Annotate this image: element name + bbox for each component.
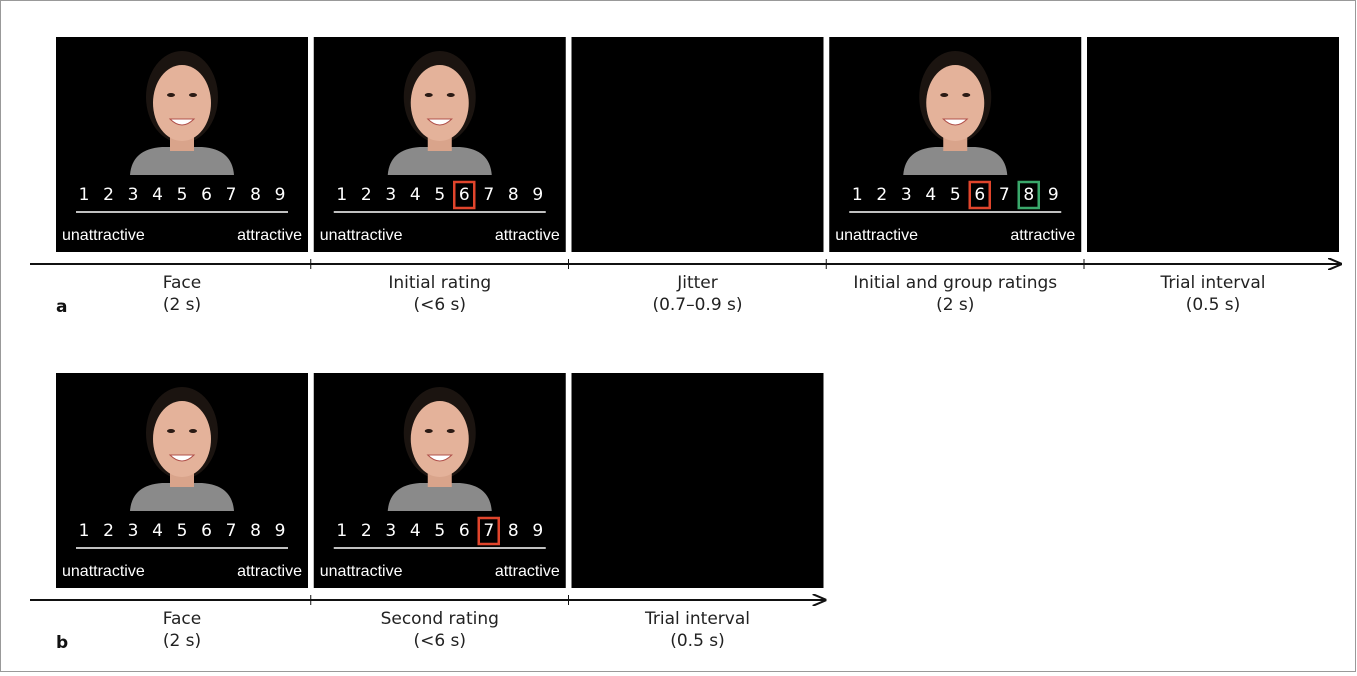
face-eye bbox=[189, 93, 197, 97]
scale-number: 1 bbox=[336, 521, 347, 541]
face-skin bbox=[411, 65, 469, 141]
step-duration: (<6 s) bbox=[413, 295, 466, 315]
step-duration: (0.5 s) bbox=[1186, 295, 1241, 315]
face-eye bbox=[425, 93, 433, 97]
scale-number: 1 bbox=[336, 185, 347, 205]
step-label: Initial rating bbox=[388, 273, 491, 293]
scale-number: 4 bbox=[152, 185, 163, 205]
scale-number: 6 bbox=[974, 185, 985, 205]
step-label: Initial and group ratings bbox=[853, 273, 1057, 293]
step-duration: (<6 s) bbox=[413, 631, 466, 651]
scale-number: 7 bbox=[226, 185, 237, 205]
step-label: Face bbox=[163, 273, 201, 293]
step-label: Trial interval bbox=[1160, 273, 1266, 293]
step-duration: (0.7–0.9 s) bbox=[652, 295, 742, 315]
panel-letter: b bbox=[56, 633, 68, 653]
scale-low-label: unattractive bbox=[320, 563, 403, 580]
scale-number: 9 bbox=[1048, 185, 1059, 205]
step-label: Face bbox=[163, 609, 201, 629]
scale-number: 1 bbox=[852, 185, 863, 205]
scale-number: 3 bbox=[901, 185, 912, 205]
scale-number: 8 bbox=[508, 185, 519, 205]
face-skin bbox=[153, 65, 211, 141]
step-duration: (2 s) bbox=[163, 631, 201, 651]
face-eye bbox=[940, 93, 948, 97]
scale-low-label: unattractive bbox=[62, 227, 145, 244]
step-duration: (2 s) bbox=[163, 295, 201, 315]
face-shoulders bbox=[388, 147, 492, 175]
scale-low-label: unattractive bbox=[320, 227, 403, 244]
scale-number: 5 bbox=[177, 185, 188, 205]
face-eye bbox=[425, 429, 433, 433]
scale-number: 8 bbox=[250, 185, 261, 205]
scale-number: 4 bbox=[152, 521, 163, 541]
scale-number: 5 bbox=[434, 521, 445, 541]
scale-number: 5 bbox=[950, 185, 961, 205]
scale-number: 7 bbox=[226, 521, 237, 541]
scale-number: 5 bbox=[177, 521, 188, 541]
face-skin bbox=[411, 401, 469, 477]
scale-number: 2 bbox=[876, 185, 887, 205]
scale-number: 4 bbox=[410, 521, 421, 541]
scale-number: 9 bbox=[275, 521, 286, 541]
scale-number: 2 bbox=[103, 521, 114, 541]
step-label: Second rating bbox=[381, 609, 499, 629]
scale-number: 6 bbox=[201, 185, 212, 205]
scale-number: 5 bbox=[434, 185, 445, 205]
scale-number: 1 bbox=[79, 185, 90, 205]
scale-number: 3 bbox=[128, 185, 139, 205]
face-shoulders bbox=[903, 147, 1007, 175]
scale-number: 1 bbox=[79, 521, 90, 541]
scale-number: 6 bbox=[201, 521, 212, 541]
face-eye bbox=[447, 429, 455, 433]
scale-number: 7 bbox=[999, 185, 1010, 205]
scale-number: 6 bbox=[459, 185, 470, 205]
face-skin bbox=[926, 65, 984, 141]
scale-high-label: attractive bbox=[495, 227, 560, 244]
step-duration: (2 s) bbox=[936, 295, 974, 315]
face-eye bbox=[189, 429, 197, 433]
screen bbox=[572, 37, 824, 252]
scale-number: 9 bbox=[532, 521, 543, 541]
step-label: Trial interval bbox=[644, 609, 750, 629]
scale-low-label: unattractive bbox=[835, 227, 918, 244]
face-skin bbox=[153, 401, 211, 477]
panel-letter: a bbox=[56, 297, 67, 317]
scale-low-label: unattractive bbox=[62, 563, 145, 580]
scale-number: 8 bbox=[250, 521, 261, 541]
scale-number: 8 bbox=[508, 521, 519, 541]
scale-high-label: attractive bbox=[237, 227, 302, 244]
scale-number: 8 bbox=[1023, 185, 1034, 205]
scale-number: 3 bbox=[385, 521, 396, 541]
scale-number: 4 bbox=[410, 185, 421, 205]
screen bbox=[572, 373, 824, 588]
scale-high-label: attractive bbox=[237, 563, 302, 580]
face-eye bbox=[962, 93, 970, 97]
face-eye bbox=[167, 429, 175, 433]
scale-number: 4 bbox=[925, 185, 936, 205]
step-duration: (0.5 s) bbox=[670, 631, 725, 651]
figure: 123456789unattractiveattractive123456789… bbox=[0, 0, 1357, 672]
scale-number: 7 bbox=[483, 185, 494, 205]
face-shoulders bbox=[130, 483, 234, 511]
face-eye bbox=[167, 93, 175, 97]
scale-high-label: attractive bbox=[1010, 227, 1075, 244]
scale-number: 3 bbox=[385, 185, 396, 205]
scale-number: 2 bbox=[361, 521, 372, 541]
scale-number: 2 bbox=[103, 185, 114, 205]
scale-number: 6 bbox=[459, 521, 470, 541]
face-shoulders bbox=[388, 483, 492, 511]
scale-number: 3 bbox=[128, 521, 139, 541]
scale-number: 9 bbox=[275, 185, 286, 205]
face-shoulders bbox=[130, 147, 234, 175]
scale-number: 2 bbox=[361, 185, 372, 205]
scale-number: 7 bbox=[483, 521, 494, 541]
screen bbox=[1087, 37, 1339, 252]
scale-number: 9 bbox=[532, 185, 543, 205]
face-eye bbox=[447, 93, 455, 97]
step-label: Jitter bbox=[676, 273, 718, 293]
scale-high-label: attractive bbox=[495, 563, 560, 580]
